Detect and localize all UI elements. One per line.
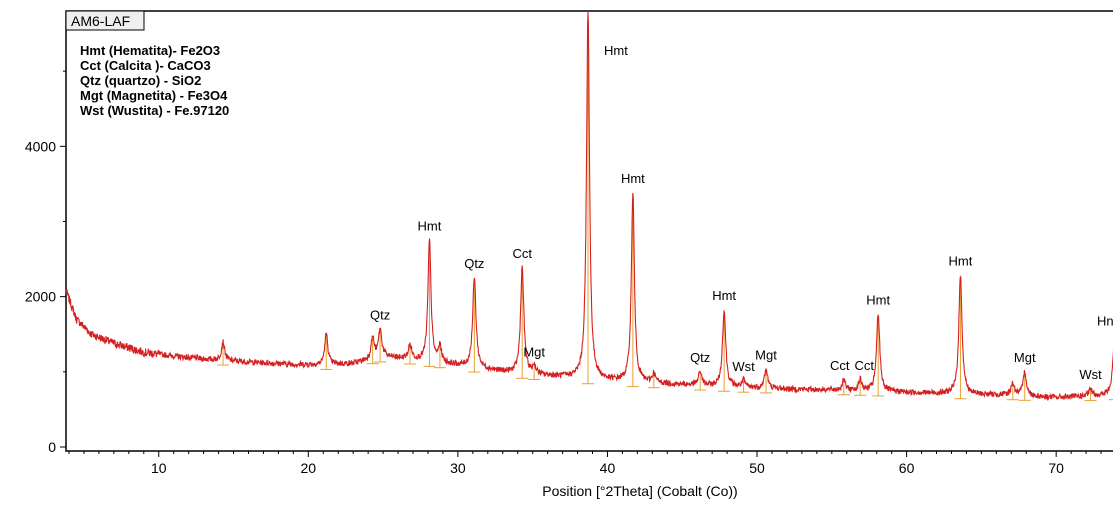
plot-area-frame: [65, 10, 1113, 452]
peak-label: Qtz: [370, 308, 390, 323]
peak-markers: [217, 12, 1113, 402]
x-axis-title: Position [°2Theta] (Cobalt (Co)): [542, 483, 737, 499]
x-axis: 10 20 30 40 50 60 70: [68, 451, 1102, 476]
peak-label: Qtz: [464, 256, 484, 271]
x-tick-label: 40: [600, 460, 616, 476]
legend-entry: Wst (Wustita) - Fe.97120: [80, 103, 229, 118]
diffraction-line: [65, 11, 1113, 402]
peak-label: Hn: [1097, 314, 1113, 329]
x-tick-label: 30: [450, 460, 466, 476]
peak-label: Hmt: [949, 254, 973, 269]
legend-entry: Hmt (Hematita)- Fe2O3: [80, 43, 220, 58]
peak-label: Wst: [1079, 367, 1102, 382]
y-axis: 0 2000 4000: [25, 70, 66, 455]
x-tick-label: 50: [749, 460, 765, 476]
peak-label: Wst: [732, 359, 755, 374]
peak-label: Cct: [512, 246, 532, 261]
peak-label: Hmt: [866, 293, 890, 308]
y-tick-label: 2000: [25, 289, 56, 305]
peak-label: Mgt: [523, 345, 545, 360]
peak-label: Cct: [830, 358, 850, 373]
chart-title-box: AM6-LAF: [65, 10, 145, 31]
peak-label: Qtz: [690, 350, 710, 365]
legend-entry: Mgt (Magnetita) - Fe3O4: [80, 88, 228, 103]
x-tick-label: 10: [151, 460, 167, 476]
peak-label: Hmt: [418, 218, 442, 233]
legend-entry: Qtz (quartzo) - SiO2: [80, 73, 201, 88]
peak-label: Cct: [854, 358, 874, 373]
chart-title: AM6-LAF: [71, 13, 130, 29]
peak-label: Mgt: [1014, 350, 1036, 365]
legend-entry: Cct (Calcita )- CaCO3: [80, 58, 211, 73]
peak-label: Mgt: [755, 348, 777, 363]
peak-label: Hmt: [604, 43, 628, 58]
x-tick-label: 20: [301, 460, 317, 476]
y-tick-label: 4000: [25, 138, 56, 154]
peak-label: Hmt: [712, 288, 736, 303]
y-tick-label: 0: [48, 439, 56, 455]
x-tick-label: 60: [899, 460, 915, 476]
x-tick-label: 70: [1048, 460, 1064, 476]
peak-label: Hmt: [621, 171, 645, 186]
